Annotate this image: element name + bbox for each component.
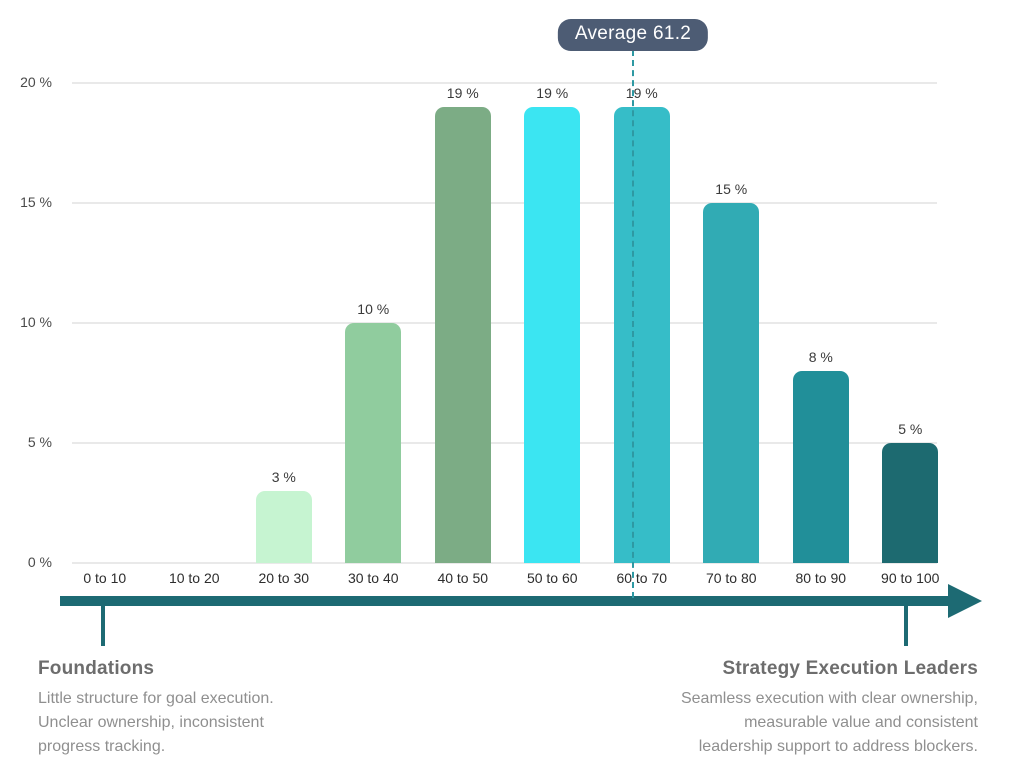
y-axis-tick-label: 10 % bbox=[20, 314, 52, 330]
x-axis-category-label: 40 to 50 bbox=[437, 570, 489, 586]
bar-value-label: 15 % bbox=[715, 181, 748, 197]
bar bbox=[792, 371, 849, 563]
gridline bbox=[72, 562, 937, 564]
bar-column: 19 % 50 to 60 bbox=[508, 83, 598, 586]
foundations-pointer-tick bbox=[101, 606, 105, 646]
x-axis-category-label: 70 to 80 bbox=[705, 570, 757, 586]
bar-column: 0 to 10 bbox=[60, 83, 150, 586]
average-line bbox=[632, 50, 634, 598]
bar-value-label: 19 % bbox=[625, 85, 658, 101]
x-axis-category-label: 50 to 60 bbox=[526, 570, 578, 586]
bar-column: 15 % 70 to 80 bbox=[687, 83, 777, 586]
x-axis-category-label: 60 to 70 bbox=[616, 570, 668, 586]
foundations-line: progress tracking. bbox=[38, 738, 166, 755]
plot-area: 20 % 15 % 10 % 5 % 0 % 0 to 10 10 to 20 3 % 20 t… bbox=[20, 74, 956, 586]
strategy-leaders-footnote: Strategy Execution Leaders Seamless exec… bbox=[598, 658, 978, 759]
y-axis-tick-label: 5 % bbox=[27, 434, 52, 450]
bar-value-label: 8 % bbox=[808, 349, 833, 365]
x-axis-category-label: 20 to 30 bbox=[258, 570, 310, 586]
gridline bbox=[72, 322, 937, 324]
y-axis-tick-label: 20 % bbox=[20, 74, 52, 90]
foundations-line: Little structure for goal execution. bbox=[38, 690, 274, 707]
bar-value-label: 10 % bbox=[357, 301, 390, 317]
average-badge: Average 61.2 bbox=[557, 19, 709, 51]
y-axis-tick-label: 0 % bbox=[27, 554, 52, 570]
bar bbox=[255, 491, 312, 563]
bar bbox=[345, 323, 402, 563]
strategy-leaders-line: leadership support to address blockers. bbox=[698, 738, 978, 755]
gridline bbox=[72, 202, 937, 204]
bar-column: 10 % 30 to 40 bbox=[329, 83, 419, 586]
y-axis-tick-label: 15 % bbox=[20, 194, 52, 210]
strategy-leaders-line: measurable value and consistent bbox=[744, 714, 978, 731]
bar bbox=[882, 443, 939, 563]
bar-column: 5 % 90 to 100 bbox=[866, 83, 956, 586]
x-axis-arrow-head-icon bbox=[948, 584, 982, 618]
bar bbox=[434, 107, 491, 563]
bar bbox=[613, 107, 670, 563]
x-axis-arrow-line bbox=[60, 596, 950, 606]
leaders-pointer-tick bbox=[904, 606, 908, 646]
gridline bbox=[72, 82, 937, 84]
foundations-title: Foundations bbox=[38, 658, 155, 679]
bar-value-label: 5 % bbox=[898, 421, 923, 437]
bar-value-label: 19 % bbox=[536, 85, 569, 101]
bar bbox=[703, 203, 760, 563]
bar-column: 19 % 60 to 70 bbox=[597, 83, 687, 586]
bar-value-label: 19 % bbox=[446, 85, 479, 101]
x-axis-category-label: 10 to 20 bbox=[168, 570, 220, 586]
foundations-footnote: Foundations Little structure for goal ex… bbox=[38, 658, 368, 759]
bar-column: 3 % 20 to 30 bbox=[239, 83, 329, 586]
bar-column: 8 % 80 to 90 bbox=[776, 83, 866, 586]
x-axis-category-label: 80 to 90 bbox=[795, 570, 847, 586]
bar-column: 10 to 20 bbox=[150, 83, 240, 586]
strategy-leaders-title: Strategy Execution Leaders bbox=[722, 658, 978, 679]
foundations-line: Unclear ownership, inconsistent bbox=[38, 714, 264, 731]
bar bbox=[524, 107, 581, 563]
x-axis-category-label: 0 to 10 bbox=[83, 570, 127, 586]
bar-column: 19 % 40 to 50 bbox=[418, 83, 508, 586]
bar-value-label: 3 % bbox=[271, 469, 296, 485]
x-axis-category-label: 90 to 100 bbox=[881, 570, 940, 586]
gridline bbox=[72, 442, 937, 444]
strategy-leaders-line: Seamless execution with clear ownership, bbox=[680, 690, 978, 707]
x-axis-category-label: 30 to 40 bbox=[347, 570, 399, 586]
